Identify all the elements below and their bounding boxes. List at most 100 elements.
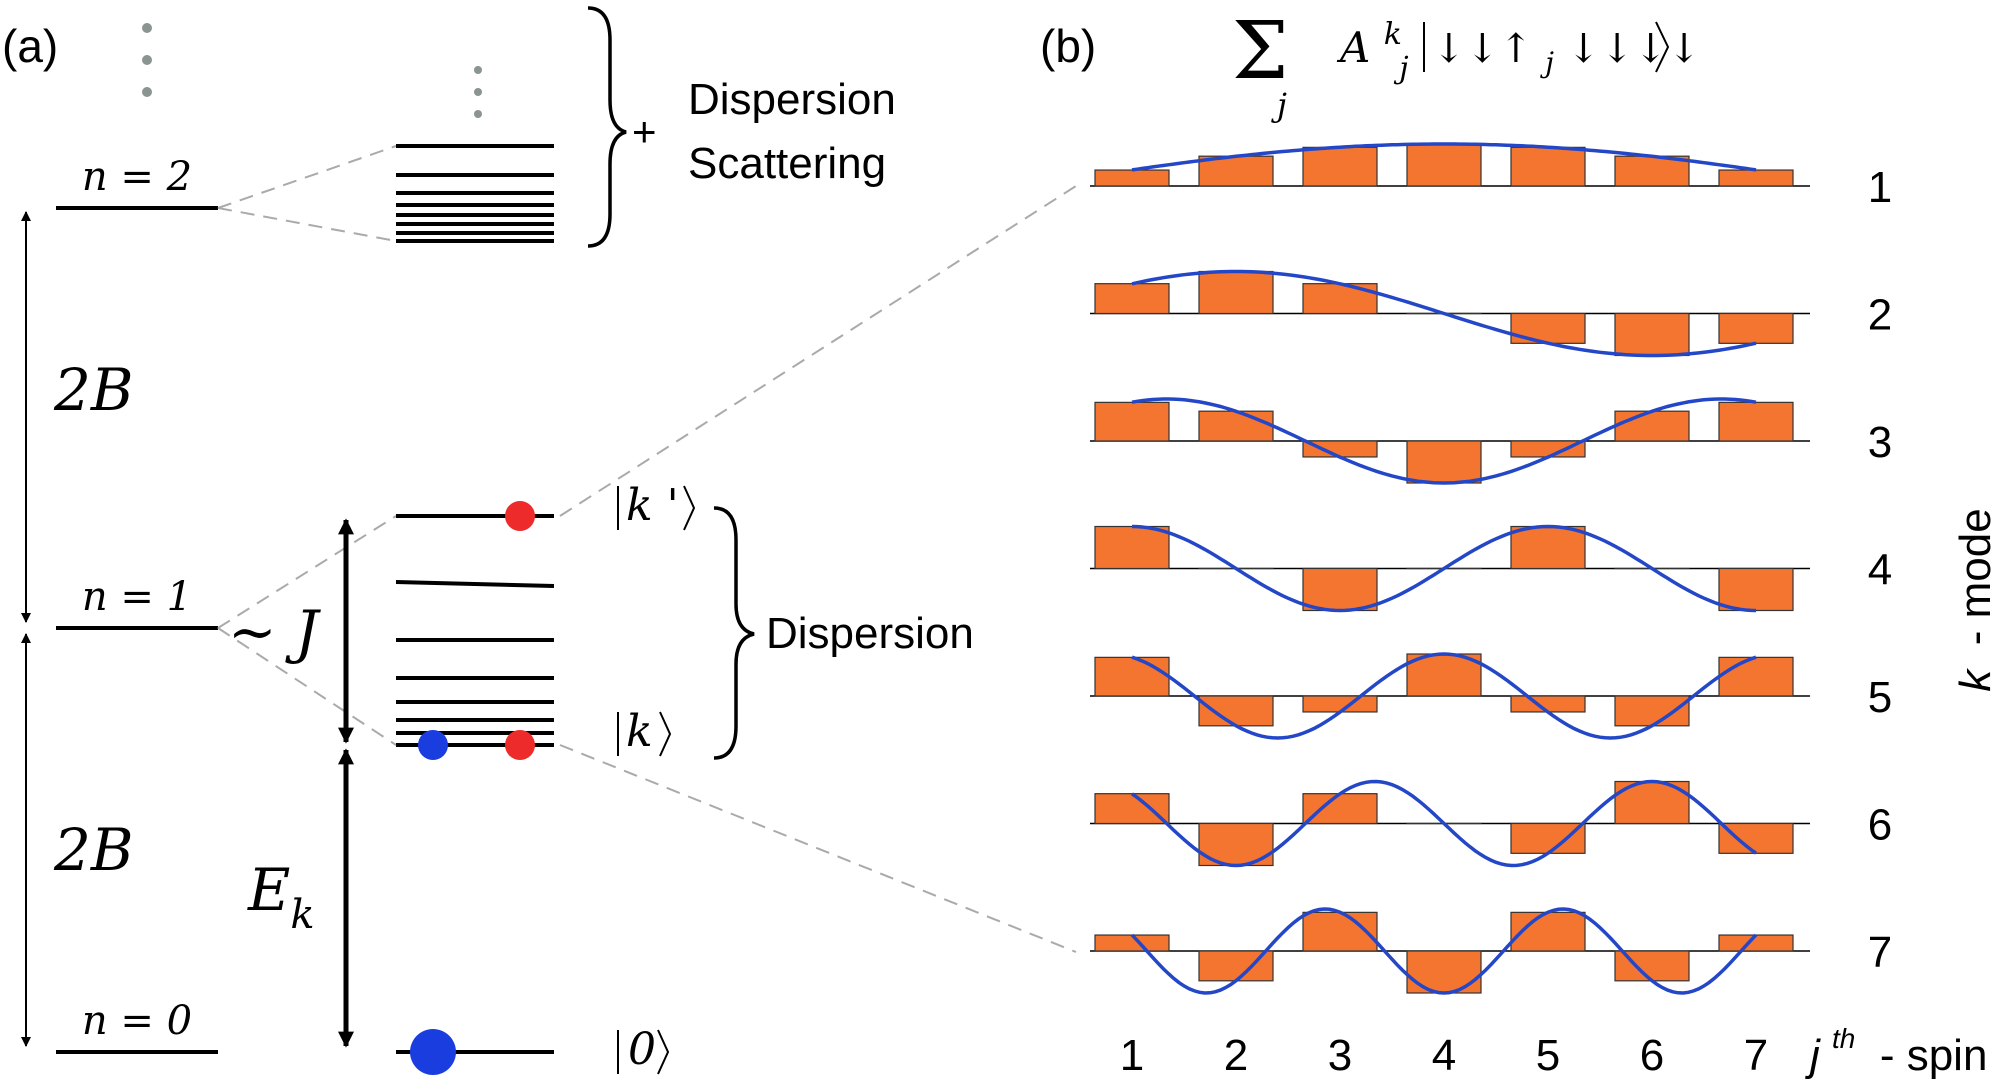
x-axis-title-j: j <box>1805 1031 1821 1080</box>
formula-sum: Σ <box>1232 4 1289 97</box>
mode-1-curve <box>1131 142 1757 172</box>
continuation-dots-right <box>474 66 482 118</box>
mode-5-curve <box>1131 652 1757 740</box>
excitation-dot-blue <box>418 730 448 760</box>
gap-label-upper: 2B <box>53 356 134 424</box>
connector-lines <box>559 185 1077 953</box>
mode-5-bar-2 <box>1198 695 1274 727</box>
ket-kprime: k ' <box>617 480 696 531</box>
fan-lines-n2 <box>217 145 397 242</box>
mode-chart: 1 2 3 4 5 6 7 1 2 3 4 5 6 7 <box>1090 142 1892 1080</box>
mode-3-curve <box>1131 397 1757 485</box>
energy-symbol: E <box>247 856 290 924</box>
mode-6-bar-3 <box>1302 793 1378 825</box>
ket-0-inner: 0 <box>628 1024 656 1075</box>
lower-brace-text: Dispersion <box>766 609 974 658</box>
mode-2-bar-6 <box>1614 312 1690 357</box>
energy-subscript: k <box>290 892 314 938</box>
y-axis-title-rest: - mode <box>1951 508 2000 657</box>
formula-coef-sub: j <box>1393 51 1408 86</box>
ket-k-inner: k <box>626 706 653 757</box>
mode-1-bar-1 <box>1094 169 1170 187</box>
ket-kprime-inner: k ' <box>626 480 679 531</box>
mode-4-bar-7 <box>1718 567 1794 612</box>
mode-1-bar-3 <box>1302 146 1378 187</box>
mode-7-label: 7 <box>1868 928 1892 977</box>
spin-tick-4: 4 <box>1432 1031 1456 1080</box>
mode-6-label: 6 <box>1868 801 1892 850</box>
upper-brace-line2: Scattering <box>688 139 886 188</box>
mode-3-bar-2 <box>1198 410 1274 442</box>
spin-tick-6: 6 <box>1640 1031 1664 1080</box>
mode-5-bar-4 <box>1406 653 1482 697</box>
excitation-dot-red-k <box>505 730 535 760</box>
mode-5-bar-7 <box>1718 656 1794 697</box>
coupling-label: ~ J <box>228 598 321 666</box>
x-axis-title-rest: - spin <box>1868 1031 1988 1080</box>
ket-0: 0 <box>617 1024 670 1075</box>
mode-4-bar-5 <box>1510 525 1586 570</box>
upper-brace-line1: Dispersion <box>688 75 896 124</box>
fan-lines-n1 <box>217 515 397 746</box>
mode-1-bar-5 <box>1510 146 1586 187</box>
mode-7-bar-4 <box>1406 950 1482 994</box>
state-formula: Σ j A k j ↓↓↑ j ↓↓↓↓ <box>1232 4 1701 124</box>
gap-label-lower: 2B <box>53 816 134 884</box>
upper-brace-plus: + <box>632 108 657 155</box>
mode-5-bar-1 <box>1094 656 1170 697</box>
formula-coef: A <box>1336 23 1370 72</box>
mode-6-bar-5 <box>1510 822 1586 854</box>
mode-2-bar-2 <box>1198 270 1274 315</box>
level-n2-label: n = 2 <box>82 154 192 200</box>
mode-4-label: 4 <box>1868 546 1892 595</box>
spin-tick-5: 5 <box>1536 1031 1560 1080</box>
x-axis-title: j th - spin <box>1805 1009 1987 1080</box>
ket-k: k <box>617 706 672 757</box>
mode-5-bar-6 <box>1614 695 1690 727</box>
spin-tick-1: 1 <box>1120 1031 1144 1080</box>
mode-6-bar-7 <box>1718 822 1794 854</box>
ground-state-dot <box>410 1029 456 1075</box>
level-n1-label: n = 1 <box>82 574 192 620</box>
mode-3-bar-1 <box>1094 401 1170 442</box>
mode-4-bar-1 <box>1094 525 1170 570</box>
mode-1-bar-7 <box>1718 169 1794 187</box>
continuation-dots-left <box>142 23 152 97</box>
y-axis-title: k - mode <box>1951 508 2000 691</box>
panel-b-label: (b) <box>1040 20 1096 72</box>
mode-2-bar-5 <box>1510 312 1586 344</box>
mode-5-label: 5 <box>1868 673 1892 722</box>
mode-7-curve <box>1130 907 1758 995</box>
mode-3-bar-6 <box>1614 410 1690 442</box>
formula-coef-sup: k <box>1384 17 1402 52</box>
upper-brace <box>587 6 627 248</box>
mode-6-curve <box>1130 779 1758 868</box>
excitation-dot-red-kprime <box>505 501 535 531</box>
x-axis-title-sup: th <box>1832 1023 1855 1054</box>
lower-band-levels <box>395 514 555 747</box>
formula-term: A k j <box>1336 5 1415 86</box>
spin-tick-3: 3 <box>1328 1031 1352 1080</box>
upper-band-levels <box>396 144 554 243</box>
mode-2-curve <box>1131 269 1757 358</box>
energy-label: Ek <box>247 856 315 938</box>
formula-state-b: ↓↓↓↓ <box>1567 26 1701 72</box>
spin-tick-2: 2 <box>1224 1031 1248 1080</box>
spin-tick-7: 7 <box>1744 1031 1768 1080</box>
mode-1-bar-4 <box>1406 143 1482 187</box>
formula-state: ↓↓↑ j ↓↓↓↓ <box>1432 26 1701 82</box>
mode-4-curve <box>1131 524 1757 613</box>
mode-3-label: 3 <box>1868 418 1892 467</box>
formula-state-sub: j <box>1539 46 1554 79</box>
mode-2-label: 2 <box>1868 291 1892 340</box>
mode-5-bar-3 <box>1302 695 1378 713</box>
mode-5-bar-5 <box>1510 695 1586 713</box>
mode-2-bar-1 <box>1094 283 1170 315</box>
mode-4-bar-3 <box>1302 567 1378 612</box>
mode-1-bar-2 <box>1198 155 1274 187</box>
mode-6-bar-1 <box>1094 793 1170 825</box>
mode-2-bar-7 <box>1718 312 1794 344</box>
mode-1-label: 1 <box>1868 163 1892 212</box>
mode-3-bar-4 <box>1406 440 1482 484</box>
